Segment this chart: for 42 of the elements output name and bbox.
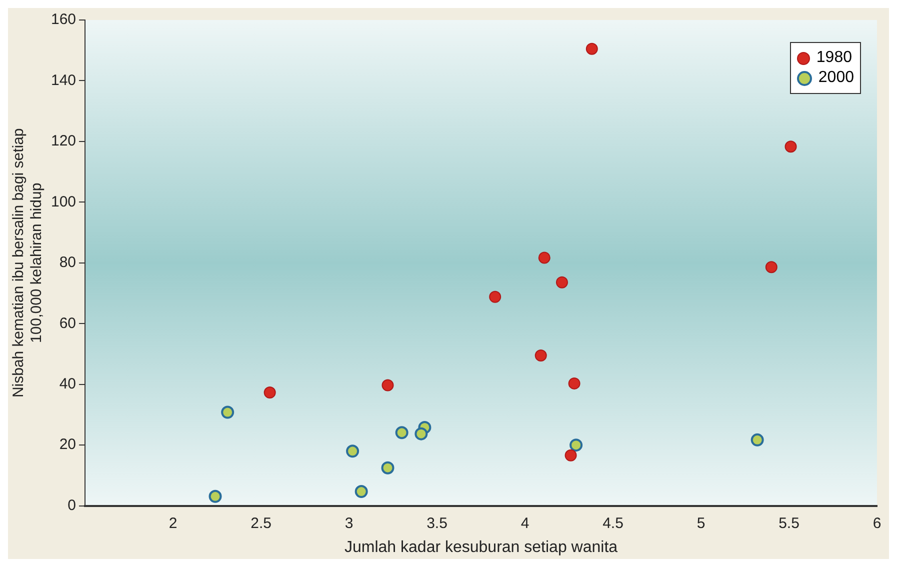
y-tick-label: 0: [68, 496, 76, 514]
x-tick-label: 3: [344, 514, 354, 532]
point: [208, 490, 222, 503]
point: [538, 252, 550, 264]
y-axis-title: Nisbah kematian ibu bersalin bagi setiap 100,000 kelahiran hidup: [10, 128, 46, 398]
point: [221, 406, 234, 419]
y-tick-label: 100: [50, 193, 76, 210]
point: [414, 427, 428, 440]
y-tick-label: 80: [59, 254, 76, 272]
x-tick-label: 4.5: [602, 514, 624, 532]
legend-label: 2000: [818, 69, 854, 87]
point: [395, 426, 408, 440]
point: [564, 449, 577, 462]
point: [586, 42, 598, 55]
point: [264, 386, 276, 399]
y-tick-label: 140: [50, 72, 76, 89]
point: [381, 461, 394, 474]
x-axis-title: Jumlah kadar kesuburan setiap wanita: [344, 538, 618, 556]
point: [382, 379, 394, 392]
point: [765, 261, 778, 274]
x-tick-label: 2.5: [250, 514, 272, 532]
x-tick-label: 2: [168, 514, 178, 532]
x-tick-label: 6: [872, 514, 882, 532]
point: [750, 433, 764, 446]
point: [354, 485, 368, 498]
point: [489, 290, 502, 303]
point: [346, 444, 360, 458]
y-tick-label: 120: [50, 132, 76, 150]
point: [570, 438, 583, 452]
x-tick-label: 5: [696, 514, 706, 532]
y-tick-label: 60: [59, 314, 76, 332]
y-tick-label: 160: [50, 11, 76, 28]
x-tick-label: 3.5: [426, 514, 448, 532]
point: [534, 350, 547, 362]
y-tick-label: 40: [59, 375, 76, 392]
x-tick-label: 5.5: [778, 514, 800, 532]
point: [784, 140, 797, 153]
point: [568, 377, 580, 390]
x-tick-label: 4: [520, 514, 530, 532]
legend-label: 1980: [816, 49, 852, 67]
point: [556, 276, 568, 288]
y-tick-label: 20: [59, 436, 76, 454]
